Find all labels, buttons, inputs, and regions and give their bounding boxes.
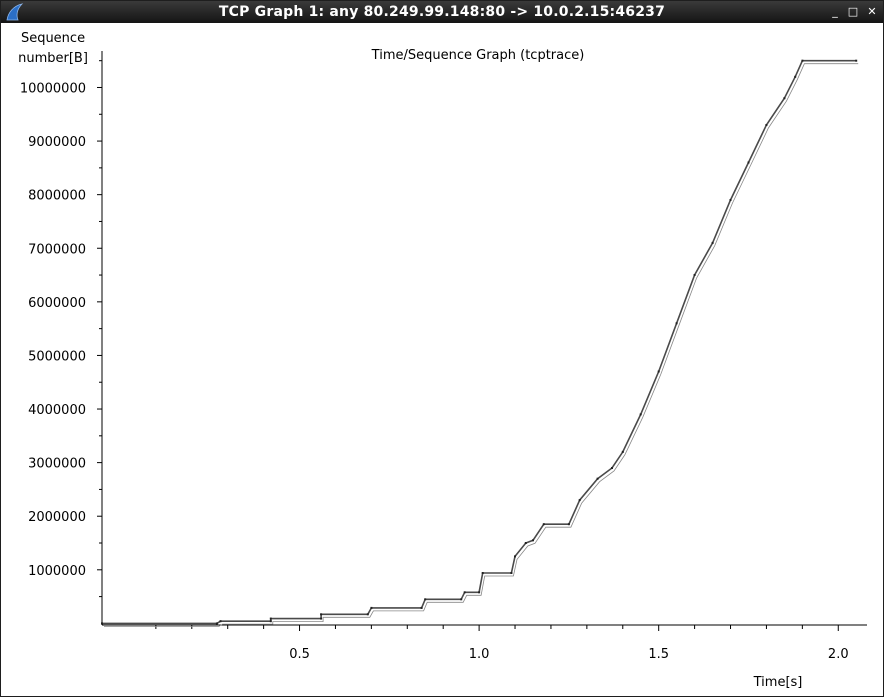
y-tick-label: 8000000 [28,189,86,204]
x-tick-label: 1.0 [469,647,490,662]
segment-point [729,199,732,201]
segment-point [794,75,797,78]
y-tick-label: 3000000 [28,457,86,472]
segment-point [320,617,323,620]
axes: 1000000 2000000 3000000 4000000 5000000 60000… [20,51,867,662]
segment-point [269,620,272,623]
segment-point [657,370,660,373]
segment-point [693,274,696,276]
wireshark-fin-icon [6,3,24,21]
segment-point [460,598,463,601]
y-tick-label: 4000000 [28,403,86,418]
data-series [101,59,859,627]
segment-point [478,591,481,594]
y-tick-label: 1000000 [28,564,86,579]
minimize-button[interactable]: _ [832,5,838,18]
x-tick-label: 1.5 [648,647,669,662]
y-tick-label: 2000000 [28,510,86,525]
segment-point [783,97,786,100]
segment-point [215,622,218,625]
sequence-series-line [102,59,857,625]
segment-point [514,555,516,558]
segment-point [711,241,714,244]
y-tick-label: 6000000 [28,296,86,311]
segment-point [463,591,466,594]
segment-point [596,477,599,480]
segment-point [366,613,369,616]
x-axis-label: Time[s] [753,675,803,690]
segment-point [219,620,222,623]
segment-point [524,542,527,544]
y-tick-label: 7000000 [28,242,86,257]
window-series-line [104,63,859,627]
y-tick-label: 10000000 [20,81,86,96]
segment-point [611,467,613,469]
segment-point [424,598,427,601]
segment-point [639,413,642,416]
close-button[interactable]: ✕ [867,5,877,18]
y-tick-label: 9000000 [28,135,86,150]
y-axis-label-line2: number[B] [18,51,88,66]
maximize-button[interactable]: □ [847,5,859,18]
segment-point [855,59,858,62]
segment-point [101,622,103,625]
time-sequence-chart[interactable]: Time/Sequence Graph (tcptrace) Sequence … [1,23,883,696]
segment-point [578,499,581,502]
segment-point [269,617,272,620]
segment-point [747,161,750,164]
segment-point [621,450,624,453]
x-tick-label: 2.0 [828,647,849,662]
y-axis-label-line1: Sequence [21,31,85,46]
segment-point [567,523,570,526]
segment-point [801,59,804,62]
chart-title: Time/Sequence Graph (tcptrace) [371,48,585,63]
title-bar[interactable]: TCP Graph 1: any 80.249.99.148:80 -> 10.… [1,1,883,23]
x-tick-label: 0.5 [289,647,310,662]
segment-point [370,606,373,609]
segment-point [675,322,678,325]
segment-point [481,572,484,574]
y-tick-label: 5000000 [28,349,86,364]
segment-point [542,523,545,526]
segment-point [420,606,423,609]
segment-point [320,613,323,616]
segment-point [765,124,768,126]
segment-point [532,539,534,542]
window-title: TCP Graph 1: any 80.249.99.148:80 -> 10.… [218,4,666,20]
segment-point [510,572,513,574]
